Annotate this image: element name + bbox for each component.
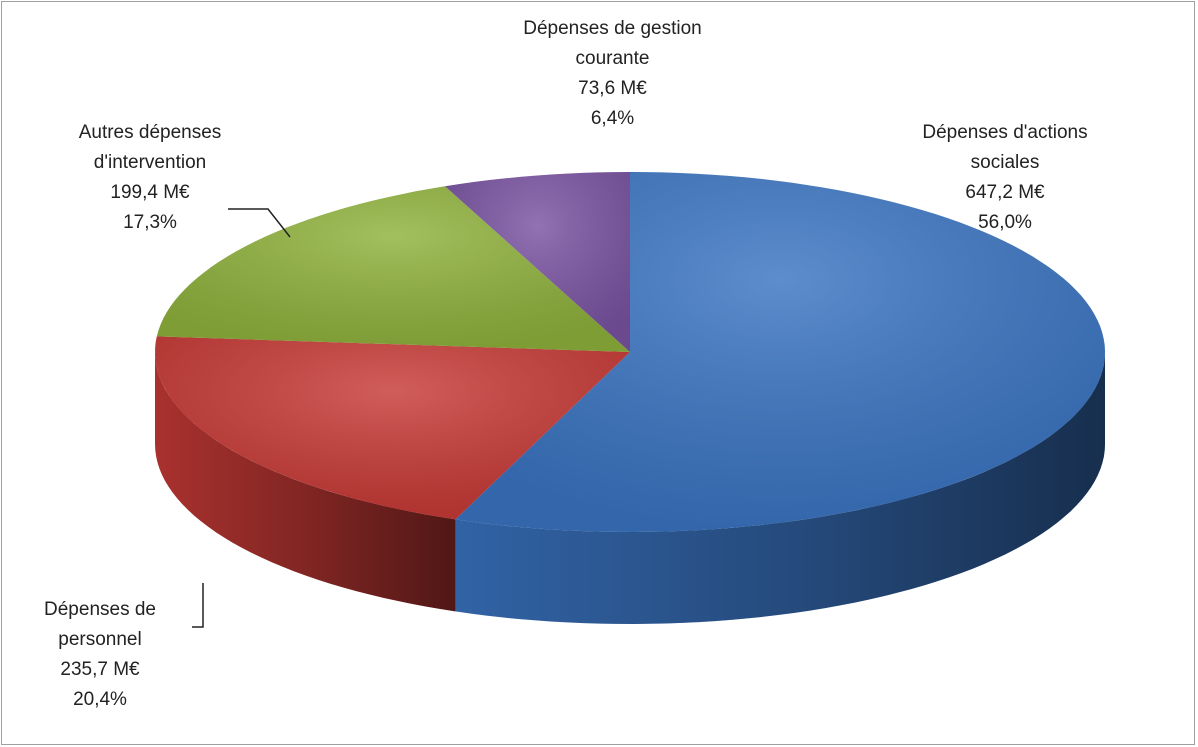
- slice-side-shade: [155, 352, 456, 612]
- slice-gloss: [155, 336, 630, 520]
- value-label: 235,7 M€: [60, 659, 140, 680]
- value-label: 199,4 M€: [110, 182, 190, 203]
- value-label: 73,6 M€: [578, 78, 647, 99]
- slice-side-shade: [455, 352, 1105, 624]
- slice-label: Autres dépenses d'intervention 199,4 M€ 17…: [65, 118, 235, 238]
- category-label: Dépenses de gestion courante: [523, 18, 702, 69]
- percent-label: 56,0%: [978, 212, 1032, 233]
- slice-gloss: [156, 186, 631, 352]
- value-label: 647,2 M€: [965, 182, 1045, 203]
- category-label: Dépenses de personnel: [44, 599, 156, 650]
- percent-label: 17,3%: [123, 212, 177, 233]
- leader-line: [192, 583, 204, 628]
- slice-label: Dépenses d'actions sociales 647,2 M€ 56,0%: [890, 118, 1120, 238]
- slice-gloss: [445, 172, 630, 352]
- slice-label: Dépenses de personnel 235,7 M€ 20,4%: [30, 595, 170, 715]
- category-label: Dépenses d'actions sociales: [922, 122, 1088, 173]
- leader-line: [228, 208, 291, 238]
- category-label: Autres dépenses d'intervention: [78, 122, 222, 173]
- slice-label: Dépenses de gestion courante 73,6 M€ 6,4%: [505, 14, 720, 134]
- percent-label: 6,4%: [590, 108, 635, 129]
- slice-gloss: [455, 172, 1105, 532]
- percent-label: 20,4%: [73, 689, 127, 710]
